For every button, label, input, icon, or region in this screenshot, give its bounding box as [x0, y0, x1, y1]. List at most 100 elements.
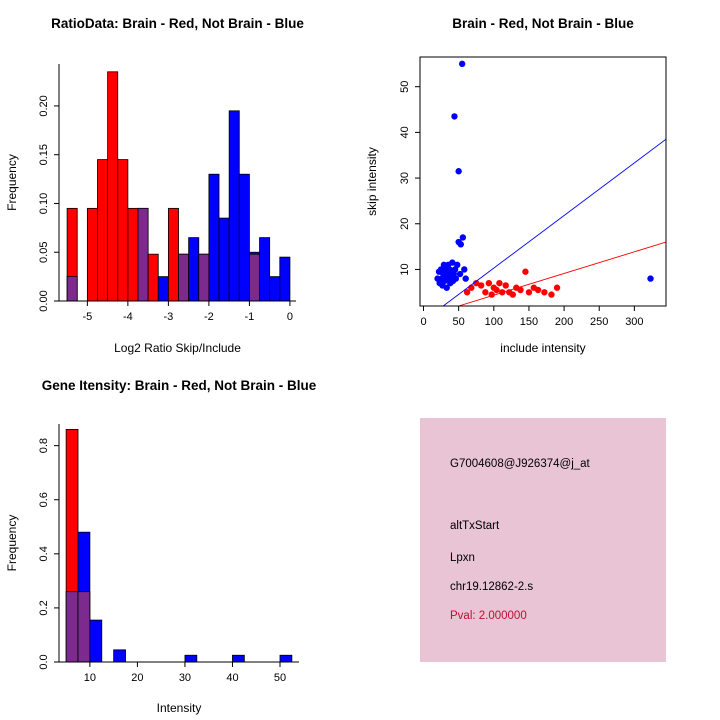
hist-bar	[188, 237, 200, 302]
x-tick-label: 40	[226, 672, 238, 684]
hist-bar	[127, 207, 139, 302]
y-tick-label: 0.6	[38, 492, 50, 507]
y-tick-label: 0.05	[38, 242, 50, 263]
x-axis-title: include intensity	[500, 341, 585, 355]
x-tick-label: 0	[420, 316, 426, 328]
data-point-red	[496, 279, 503, 287]
x-tick-label: 150	[520, 316, 538, 328]
hist-bar	[249, 253, 260, 302]
hist-bar	[147, 253, 159, 302]
hist-bar	[89, 619, 103, 663]
data-point-blue	[459, 234, 467, 241]
data-point-red	[485, 279, 493, 287]
x-tick-label: 50	[453, 316, 465, 328]
ratio-histogram-panel: -5 -4 -3 -2 -1 0 0.00 0.05 0.10 0.15 0.20 RatioData…	[5, 16, 304, 355]
data-point-blue	[647, 275, 654, 282]
data-point-red	[493, 286, 500, 294]
hist-bar	[157, 276, 169, 302]
event-type-text: altTxStart	[450, 520, 500, 532]
y-tick-label: 0.20	[38, 95, 50, 116]
y-tick-label: 0.2	[38, 600, 50, 615]
y-axis-title: Frequency	[5, 154, 19, 211]
y-tick-label: 40	[399, 126, 411, 138]
probe-id-text: G7004608@J926374@j_at	[450, 458, 590, 470]
hist-bar	[269, 276, 281, 302]
plot-box	[419, 56, 667, 307]
chart-title: Gene Itensity: Brain - Red, Not Brain - …	[42, 378, 317, 393]
data-point-red	[473, 279, 480, 287]
y-tick-label: 0.4	[38, 546, 50, 561]
y-tick-label: 10	[399, 263, 411, 275]
y-tick-label: 0.10	[38, 193, 50, 214]
x-tick-label: 100	[485, 316, 503, 328]
data-point-red	[525, 289, 533, 296]
data-point-red	[522, 268, 529, 275]
hist-bar	[97, 159, 109, 302]
data-point-red	[463, 289, 471, 296]
y-axis-title: skip intensity	[365, 147, 379, 216]
data-point-red	[534, 286, 542, 294]
data-point-blue	[443, 284, 450, 291]
data-point-blue	[456, 270, 464, 278]
hist-bar	[107, 71, 119, 302]
hist-bar	[279, 256, 291, 302]
hist-bar	[117, 159, 129, 302]
hist-bar	[178, 253, 190, 302]
x-tick-label: 20	[131, 672, 143, 684]
gene-symbol-text: Lpxn	[450, 552, 475, 564]
hist-bar	[238, 173, 250, 302]
data-point-blue	[457, 241, 464, 248]
hist-bar	[137, 207, 149, 302]
hist-bar	[77, 591, 91, 663]
data-point-red	[553, 284, 561, 291]
x-tick-label: -2	[204, 311, 214, 323]
y-tick-label: 0.15	[38, 144, 50, 165]
hist-bar	[232, 654, 245, 663]
y-tick-label: 0.0	[38, 654, 50, 669]
data-point-blue	[454, 261, 461, 269]
hist-bar	[198, 253, 210, 302]
pval-text: Pval: 2.000000	[450, 610, 527, 622]
hist-bar	[279, 654, 293, 663]
data-point-red	[502, 282, 509, 289]
intensity-scatter-panel: 0 50 100 150 200 250 300 10 20 30 40 50 Brain - Red,…	[365, 16, 667, 355]
fit-line-blue	[442, 138, 666, 306]
y-tick-label: 0.00	[38, 290, 50, 311]
x-tick-label: 30	[179, 672, 191, 684]
chart-title: RatioData: Brain - Red, Not Brain - Blue	[51, 16, 304, 31]
data-point-blue	[455, 168, 462, 175]
data-point-blue	[458, 60, 466, 68]
x-tick-label: 300	[625, 316, 643, 328]
y-axis-title: Frequency	[5, 515, 19, 572]
hist-bar	[218, 217, 230, 302]
hist-bar	[65, 591, 79, 663]
x-axis-title: Intensity	[157, 701, 202, 715]
y-tick-label: 30	[399, 172, 411, 184]
x-tick-label: -1	[245, 311, 255, 323]
hist-bar	[208, 173, 220, 302]
x-tick-label: 50	[274, 672, 286, 684]
data-point-red	[477, 282, 485, 289]
data-point-blue	[451, 113, 458, 120]
x-tick-label: -5	[82, 311, 92, 323]
hist-bar	[259, 237, 271, 302]
x-tick-label: 250	[590, 316, 608, 328]
x-tick-label: 200	[555, 316, 573, 328]
x-axis-title: Log2 Ratio Skip/Include	[114, 341, 241, 355]
data-point-red	[509, 291, 516, 298]
y-tick-label: 50	[399, 81, 411, 93]
hist-bar	[66, 276, 78, 302]
data-point-blue	[449, 259, 456, 266]
hist-bar	[167, 207, 179, 302]
y-tick-label: 20	[399, 218, 411, 230]
location-text: chr19.12862-2.s	[450, 581, 534, 593]
hist-bar	[228, 110, 240, 302]
x-tick-label: -4	[123, 311, 133, 323]
y-tick-label: 0.8	[38, 438, 50, 453]
hist-bar	[184, 654, 198, 663]
fit-line-red	[458, 241, 666, 306]
x-tick-label: 0	[287, 311, 293, 323]
x-tick-label: 10	[84, 672, 96, 684]
x-tick-label: -3	[163, 311, 173, 323]
